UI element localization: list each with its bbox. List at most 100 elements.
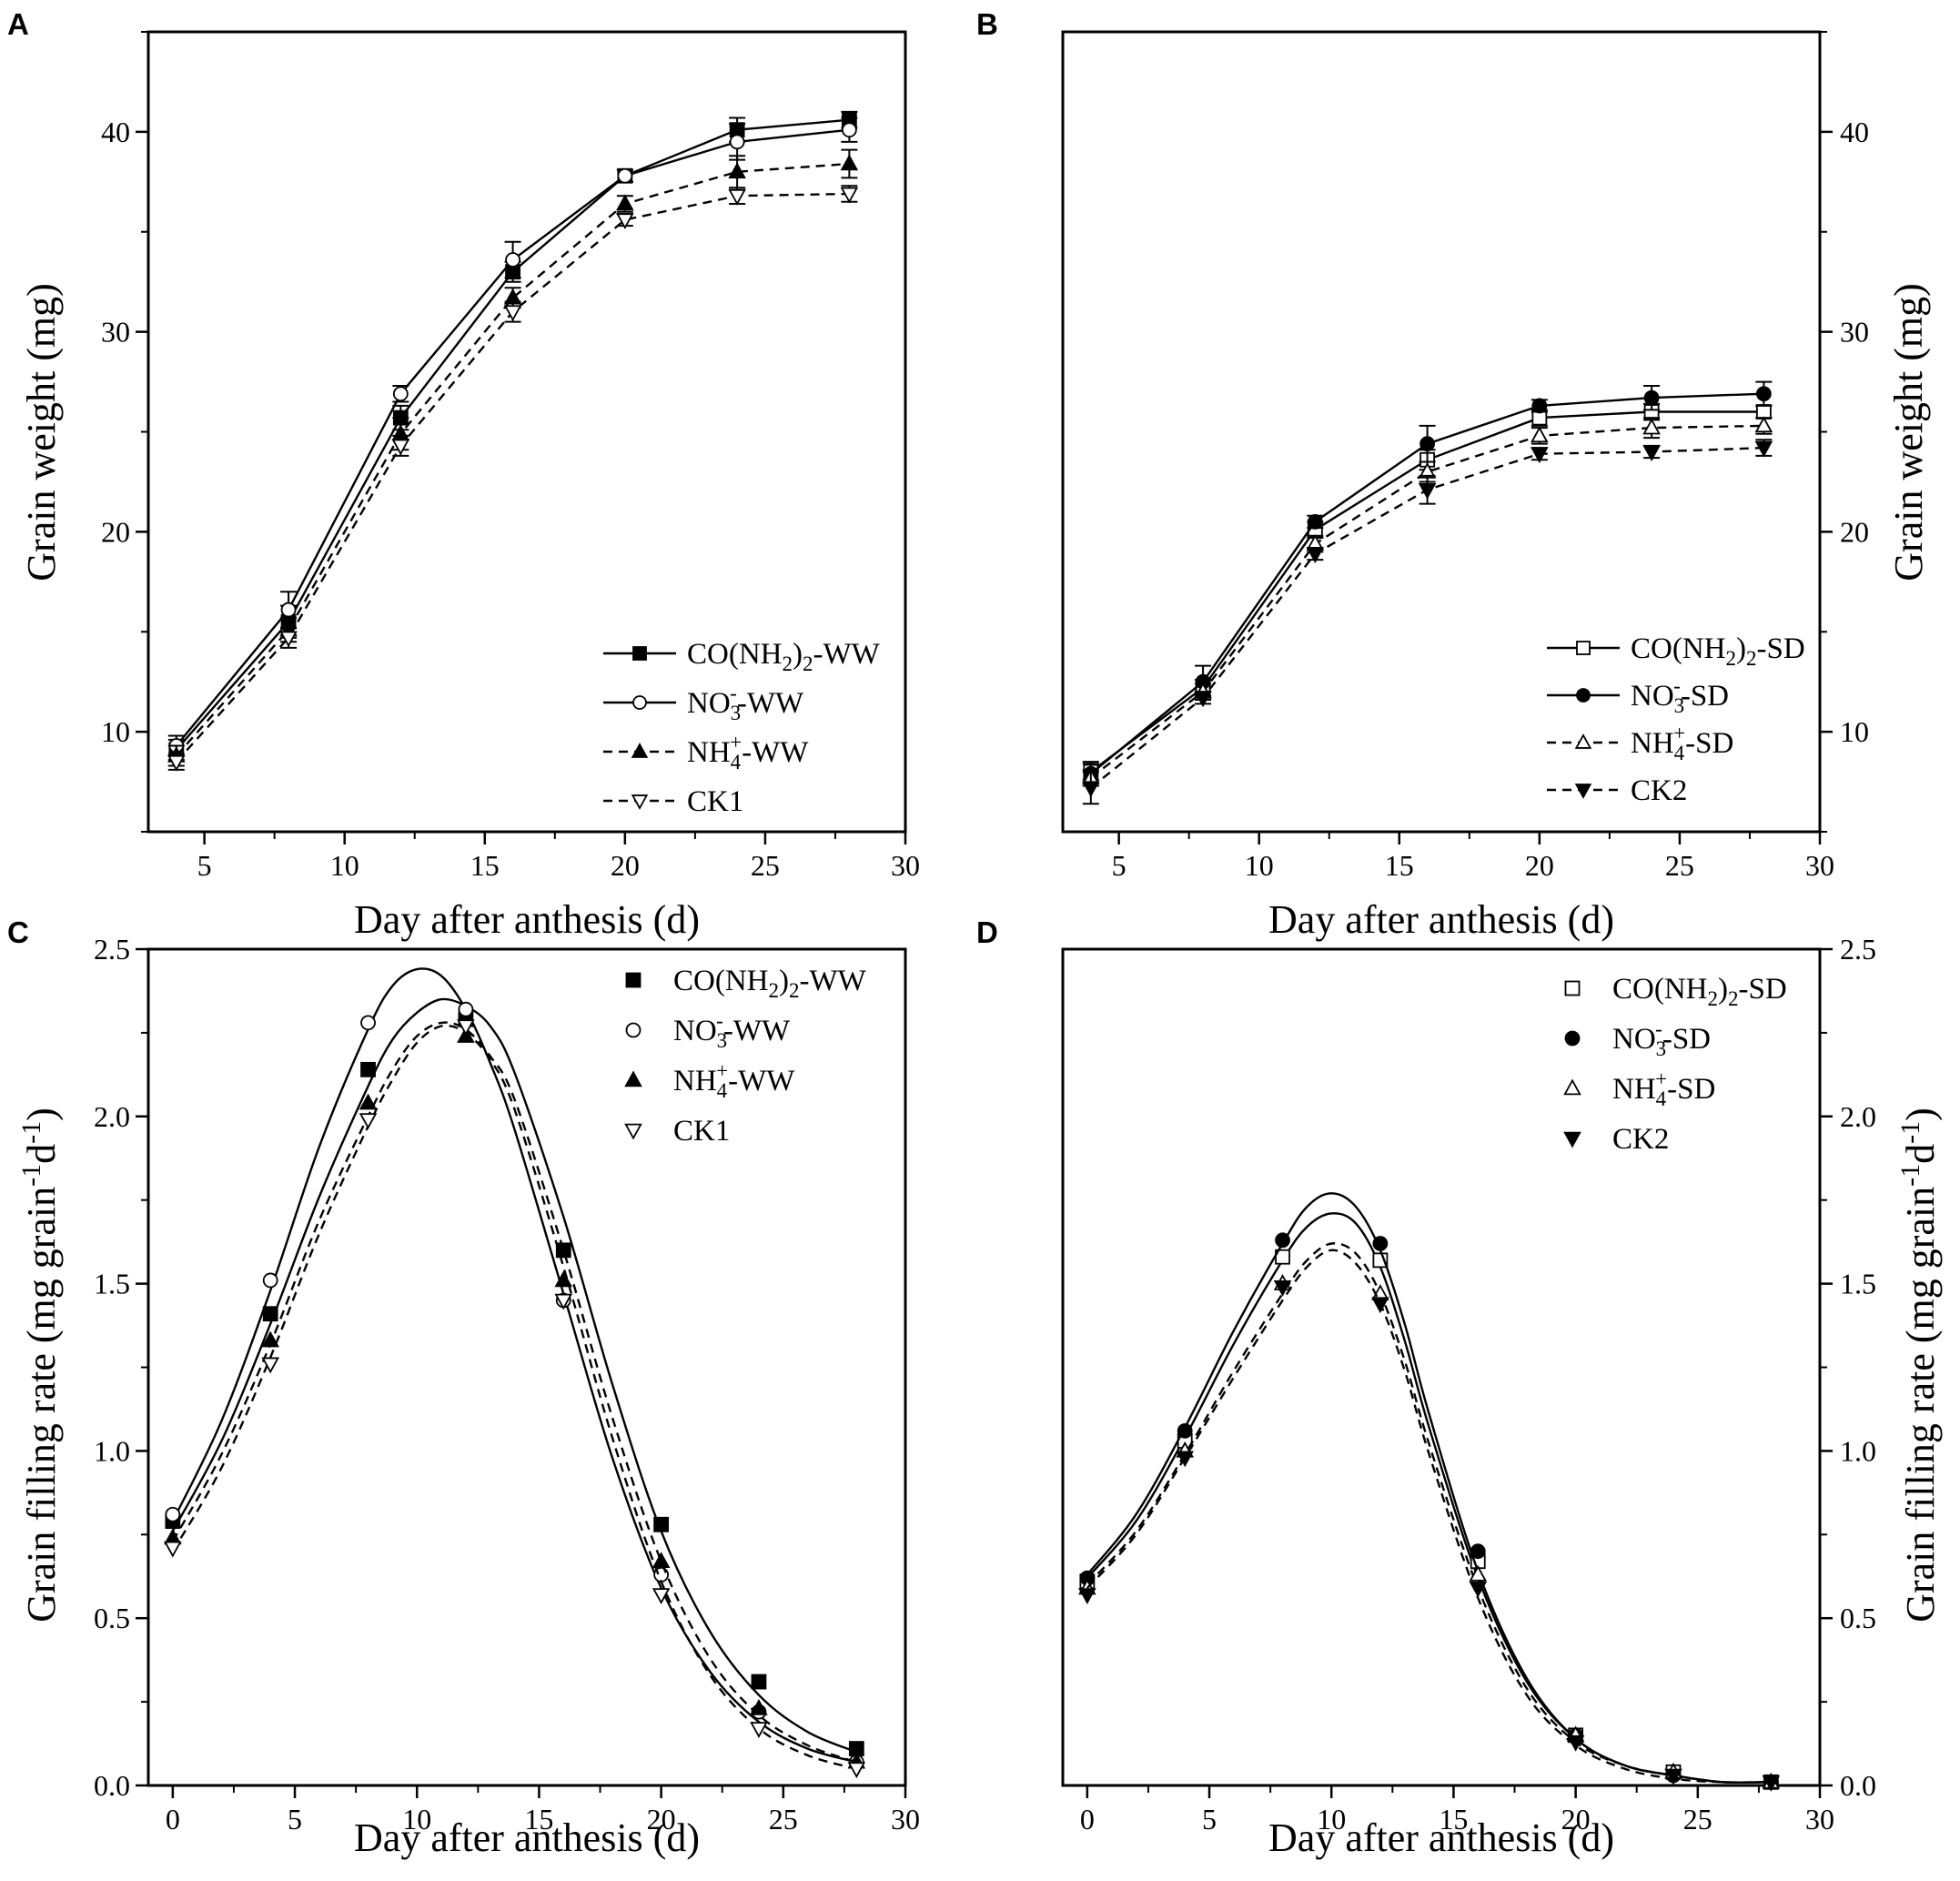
panel-b-no3-sd-point-3 [1419, 436, 1435, 452]
panel-c-y-tick-label-3: 1.5 [94, 1268, 130, 1300]
panel-c-x-tick-label-5: 25 [769, 1803, 798, 1835]
panel-a-nh4-ww-legend-part-3: -WW [742, 736, 809, 769]
panel-a-no3-ww-legend-part-0: NO [687, 687, 731, 720]
panel-c-nh4-ww-point-6 [750, 1698, 768, 1715]
panel-a-x-tick-label-2: 15 [470, 849, 500, 882]
panel-d-ck2-legend-marker [1563, 1131, 1581, 1148]
panel-d-ck2-curve [1086, 1249, 1772, 1784]
panel-d-ylabel-sup1: -1 [1895, 1164, 1925, 1187]
panel-d-no3-sd-legend-marker [1564, 1030, 1581, 1047]
panel-d-no3-sd-legend-part-3: -SD [1662, 1023, 1711, 1056]
panel-a-x-tick-label-5: 30 [891, 849, 920, 882]
panel-b-no3-sd-point-4 [1531, 398, 1548, 414]
panel-a-nh4-ww-legend-marker [631, 743, 649, 758]
panel-b-x-tick-label-1: 10 [1245, 849, 1274, 882]
panel-d-x-tick-label-1: 5 [1202, 1803, 1217, 1835]
panel-b-co-nh2-2-sd-legend-part-3: 2 [1746, 647, 1757, 670]
panel-c-no3-ww-legend-part-1: 3 [717, 1029, 728, 1052]
panel-d-no3-sd-point-2 [1275, 1232, 1290, 1249]
panel-c-ylabel-main: Grain filling rate (mg grain [19, 1187, 64, 1623]
panel-c-nh4-ww-legend-part-1: 4 [717, 1079, 728, 1102]
panel-b-nh4-sd-legend-marker [1574, 733, 1592, 749]
panel-c-nh4-ww-legend-part-2: + [716, 1059, 728, 1082]
panel-a-no3-ww-point-5 [729, 134, 745, 150]
panel-b-co-nh2-2-sd-legend-part-0: CO(NH [1631, 632, 1726, 665]
panel-d-ylabel-sup2: -1 [1895, 1121, 1925, 1144]
panel-b-marks: 5 10 15 20 25 3010203040CO(NH2)2-SDNO3--SDNH4… [1082, 31, 1869, 882]
panel-b-ck2-point-4 [1531, 447, 1549, 464]
panel-d-x-tick-label-6: 30 [1805, 1803, 1834, 1835]
panel-b-no3-sd-legend-part-3: -SD [1681, 680, 1729, 713]
panel-a-xlabel: Day after anthesis (d) [354, 897, 700, 942]
panel-a-no3-ww-legend-part-1: 3 [731, 702, 742, 724]
panel-c-ck1-legend-part-0: CK1 [673, 1115, 730, 1148]
panel-a-y-tick-label-1: 20 [101, 515, 130, 548]
panel-b-ck2-point-5 [1642, 445, 1661, 461]
panel-a-label: A [7, 7, 29, 41]
panel-b-co-nh2-2-sd-legend-marker [1576, 641, 1591, 655]
panel-d-y-tick-label-3: 1.5 [1840, 1268, 1876, 1300]
panel-a-co-nh2-2-ww-legend-marker [632, 646, 647, 661]
panel-c-ck1-point-2 [359, 1113, 378, 1129]
panel-d-nh4-sd-point-4 [1469, 1564, 1488, 1582]
panel-c-co-nh2-2-ww-legend-part-2: ) [779, 965, 789, 997]
panel-d-nh4-sd-legend-part-0: NH [1612, 1073, 1656, 1106]
panel-a-nh4-ww-point-5 [728, 162, 746, 179]
panel-c-ylabel: Grain filling rate (mg grain-1d-1) [16, 1107, 64, 1623]
panel-a-no3-ww-point-4 [617, 167, 633, 184]
panel-a-ck1-point-1 [279, 631, 298, 648]
panel-c-co-nh2-2-ww-legend-label: CO(NH2)2-WW [673, 965, 867, 1002]
panel-d-no3-sd-legend-part-2: - [1655, 1017, 1662, 1040]
panel-a-ck1-legend-part-0: CK1 [687, 785, 743, 818]
panel-b-nh4-sd-legend-part-2: + [1673, 722, 1685, 744]
panel-d-nh4-sd-legend-label: NH4+-SD [1612, 1067, 1715, 1110]
panel-d-nh4-sd-legend-part-3: -SD [1667, 1073, 1715, 1106]
panel-c-nh4-ww-legend-part-0: NH [673, 1065, 717, 1097]
panel-c-marks: 0 5 10 15 20 25 300.00.51.01.52.02.5CO(NH2)2-W… [94, 933, 920, 1835]
panel-c-co-nh2-2-ww-point-4 [555, 1242, 571, 1259]
panel-a-no3-ww-point-6 [841, 122, 857, 138]
panel-c-x-tick-label-6: 30 [891, 1803, 920, 1835]
panel-a-co-nh2-2-ww-legend-label: CO(NH2)2-WW [687, 638, 881, 675]
panel-c-ck1-point-3 [457, 1019, 475, 1037]
panel-d-ylabel-unit: d [1898, 1144, 1943, 1164]
panel-c-ylabel-sup1: -1 [16, 1164, 46, 1187]
panel-c: C 0 5 10 15 20 25 300.00.51.01.52.02.5CO(NH2)2… [7, 915, 920, 1860]
panel-d-nh4-sd-legend-part-2: + [1655, 1067, 1667, 1090]
panel-a-co-nh2-2-ww-legend-part-0: CO(NH [687, 638, 783, 671]
panel-c-y-tick-label-1: 0.5 [94, 1602, 130, 1634]
panel-c-no3-ww-point-0 [165, 1506, 181, 1522]
panel-d-xlabel: Day after anthesis (d) [1268, 1815, 1614, 1860]
panel-c-x-tick-label-0: 0 [166, 1803, 180, 1835]
panel-c-ck1-legend-label: CK1 [673, 1115, 730, 1148]
panel-a-no3-ww-legend-label: NO3--WW [687, 682, 804, 724]
panel-c-no3-ww-legend-marker [625, 1022, 642, 1038]
panel-d-co-nh2-2-sd-legend-part-2: ) [1718, 973, 1728, 1006]
panel-c-x-tick-label-3: 15 [524, 1803, 553, 1835]
panel-d-ck2-point-7 [1762, 1775, 1781, 1792]
panel-d-ck2-point-6 [1664, 1768, 1682, 1785]
panel-a-ck1-point-6 [840, 187, 859, 204]
panel-b-co-nh2-2-sd-legend-part-4: -SD [1757, 632, 1805, 665]
panel-a-ck1-legend-label: CK1 [687, 785, 743, 818]
panel-c-co-nh2-2-ww-legend-part-1: 2 [769, 979, 780, 1002]
panel-d-x-tick-label-5: 25 [1683, 1803, 1712, 1835]
panel-d-ck2-point-3 [1371, 1297, 1389, 1314]
panel-c-co-nh2-2-ww-legend-marker [625, 972, 642, 988]
panel-a-no3-ww-point-1 [280, 602, 297, 618]
panel-d-co-nh2-2-sd-legend-part-4: -SD [1739, 973, 1787, 1006]
panel-d-y-tick-label-5: 2.5 [1840, 933, 1876, 966]
panel-d-nh4-sd-legend-part-1: 4 [1656, 1087, 1667, 1110]
panel-a-ylabel: Grain weight (mg) [19, 283, 64, 581]
panel-b-no3-sd-legend-marker [1576, 688, 1591, 703]
panel-b-co-nh2-2-sd-legend-part-1: 2 [1726, 647, 1737, 670]
panel-a-ck1-point-3 [503, 305, 522, 322]
panel-a-no3-ww-legend-part-2: - [730, 682, 737, 704]
panel-a-co-nh2-2-ww-legend-part-1: 2 [783, 652, 793, 675]
panel-a-y-tick-label-3: 40 [101, 116, 130, 148]
panel-d-marks: 0 5 10 15 20 25 300.00.51.01.52.02.5CO(NH2)2-S… [1078, 933, 1876, 1835]
panel-d-ck2-point-2 [1273, 1280, 1292, 1297]
panel-c-no3-ww-legend-part-0: NO [673, 1015, 717, 1047]
panel-c-no3-ww-point-1 [262, 1272, 278, 1289]
